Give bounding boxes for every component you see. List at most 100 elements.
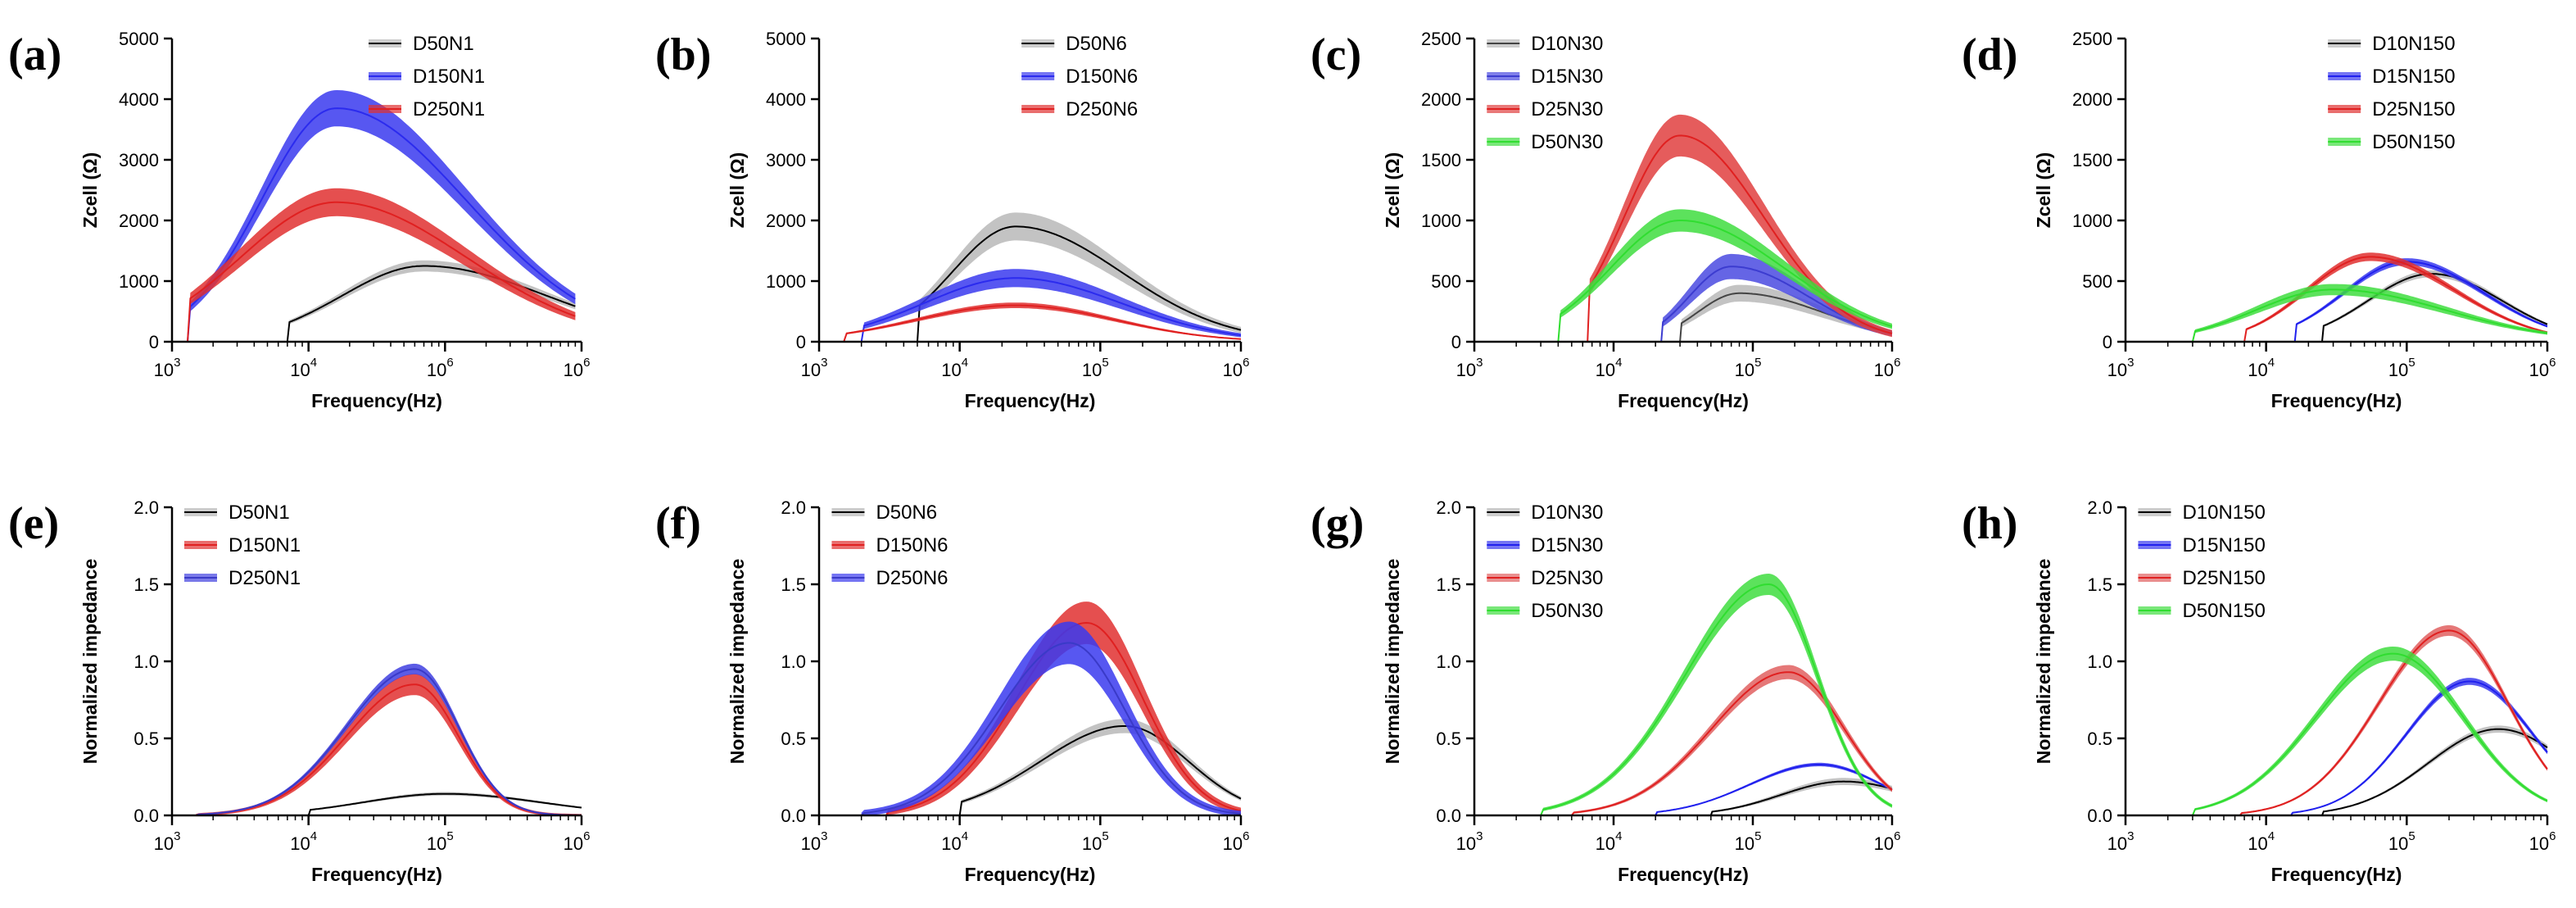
x-axis-title: Frequency(Hz): [311, 390, 442, 411]
x-tick-label: 103: [1456, 356, 1483, 380]
panel-e: (e) 0.0 0.5 1.0 1.5 2.0 103 104 105 106 Frequency(…: [8, 497, 590, 885]
x-tick-label: 104: [2248, 829, 2275, 854]
y-tick-label: 5000: [766, 29, 806, 49]
series-band-D150N6: [861, 269, 1241, 342]
series-line-D15N30: [1655, 764, 1893, 816]
y-tick-label: 0.0: [134, 806, 159, 826]
x-tick-label: 105: [1082, 356, 1109, 380]
series-D50N150: [2191, 284, 2548, 343]
y-axis-title: Normalized impedance: [79, 559, 101, 765]
x-tick-label: 104: [290, 356, 317, 380]
y-tick-label: 3000: [766, 150, 806, 170]
series-band-D150N1: [196, 674, 582, 815]
y-tick-label: 2.0: [1436, 497, 1461, 518]
panel-f: (f) 0.0 0.5 1.0 1.5 2.0 103 104 105 106 Frequency(…: [655, 497, 1249, 885]
series-line-D25N30: [1571, 671, 1893, 816]
series-band-D250N1: [188, 188, 576, 342]
y-tick-label: 500: [1431, 271, 1461, 292]
legend-label-D50N150: D50N150: [2182, 600, 2265, 622]
x-tick-label: 106: [1223, 829, 1250, 854]
legend-label-D25N30: D25N30: [1531, 98, 1603, 120]
series-line-D50N6: [958, 725, 1242, 816]
x-tick-label: 106: [2529, 356, 2556, 380]
y-tick-label: 3000: [119, 150, 159, 170]
series-line-D50N150: [2191, 652, 2548, 816]
y-tick-label: 2.0: [134, 497, 159, 518]
series-D50N30: [1540, 574, 1893, 816]
y-tick-label: 1.0: [2087, 651, 2112, 672]
series-band-D150N1: [188, 90, 576, 342]
panel-label: (g): [1311, 498, 1364, 549]
y-axis-title: Normalized impedance: [2033, 559, 2054, 765]
legend: D50N6 D150N6 D250N6: [1021, 33, 1138, 120]
y-tick-label: 0: [2103, 332, 2112, 352]
y-axis-title: Normalized impedance: [1382, 559, 1403, 765]
y-tick-label: 4000: [766, 89, 806, 110]
series-D150N6: [860, 269, 1242, 343]
panel-h: (h) 0.0 0.5 1.0 1.5 2.0 103 104 105 106 Frequency(…: [1962, 497, 2556, 885]
y-tick-label: 1.5: [1436, 574, 1461, 595]
series-D25N30: [1571, 665, 1893, 816]
y-axis-title: Zcell (Ω): [1382, 152, 1403, 229]
series-D50N6: [917, 212, 1242, 343]
x-tick-label: 106: [2529, 829, 2556, 854]
x-tick-label: 104: [941, 356, 968, 380]
x-tick-label: 103: [801, 829, 828, 854]
legend-label-D50N30: D50N30: [1531, 131, 1603, 153]
x-tick-label: 103: [2107, 829, 2135, 854]
y-tick-label: 2000: [119, 211, 159, 231]
series-line-D250N6: [843, 304, 1242, 343]
y-tick-label: 1.0: [134, 651, 159, 672]
series-line-D150N1: [187, 107, 576, 343]
series-line-D50N30: [1557, 220, 1893, 343]
panel-label: (d): [1962, 30, 2017, 80]
y-tick-label: 0.0: [2087, 806, 2112, 826]
legend-label-D250N6: D250N6: [1066, 98, 1138, 120]
legend-label-D50N6: D50N6: [876, 502, 937, 524]
legend-label-D50N6: D50N6: [1066, 33, 1127, 55]
series-line-D15N150: [2290, 680, 2548, 816]
y-tick-label: 0.5: [134, 729, 159, 749]
legend-label-D250N1: D250N1: [229, 567, 301, 589]
series-line-D50N1: [286, 265, 576, 343]
x-tick-label: 104: [1596, 829, 1623, 854]
y-axis-title: Normalized impedance: [727, 559, 748, 765]
series-line-D25N30: [1587, 134, 1893, 343]
panel-label: (c): [1311, 30, 1361, 80]
y-tick-label: 2500: [1421, 29, 1461, 49]
series-line-D10N150: [2321, 273, 2548, 343]
series-line-D50N6: [917, 225, 1242, 343]
x-tick-label: 105: [2388, 356, 2415, 380]
x-tick-label: 105: [427, 829, 454, 854]
x-axis-title: Frequency(Hz): [2271, 390, 2402, 411]
x-tick-label: 103: [154, 356, 181, 380]
series-band-D15N150: [2294, 258, 2547, 342]
series-line-D150N6: [860, 277, 1242, 343]
series-line-D15N150: [2293, 261, 2548, 343]
series-line-D150N1: [195, 683, 582, 816]
series-D50N30: [1557, 209, 1893, 343]
series-D50N1: [307, 792, 582, 816]
x-tick-label: 105: [1082, 829, 1109, 854]
legend-label-D25N30: D25N30: [1531, 567, 1603, 589]
legend-label-D15N150: D15N150: [2182, 534, 2265, 556]
x-tick-label: 103: [1456, 829, 1483, 854]
x-tick-label: 106: [1874, 356, 1901, 380]
panel-label: (h): [1962, 498, 2017, 549]
y-tick-label: 4000: [119, 89, 159, 110]
series-D15N150: [2290, 678, 2548, 816]
series-line-D250N1: [195, 668, 582, 816]
y-tick-label: 1.5: [2087, 574, 2112, 595]
series-line-D10N150: [2321, 728, 2548, 816]
legend-label-D10N150: D10N150: [2372, 33, 2455, 55]
panel-label: (b): [655, 30, 711, 80]
legend-label-D150N6: D150N6: [876, 534, 948, 556]
y-tick-label: 2000: [766, 211, 806, 231]
x-axis-title: Frequency(Hz): [965, 864, 1096, 885]
legend: D50N1 D150N1 D250N1: [369, 33, 485, 120]
y-tick-label: 1000: [119, 271, 159, 292]
legend-label-D50N1: D50N1: [413, 33, 474, 55]
y-tick-label: 0: [796, 332, 806, 352]
series-D10N150: [2321, 270, 2548, 343]
